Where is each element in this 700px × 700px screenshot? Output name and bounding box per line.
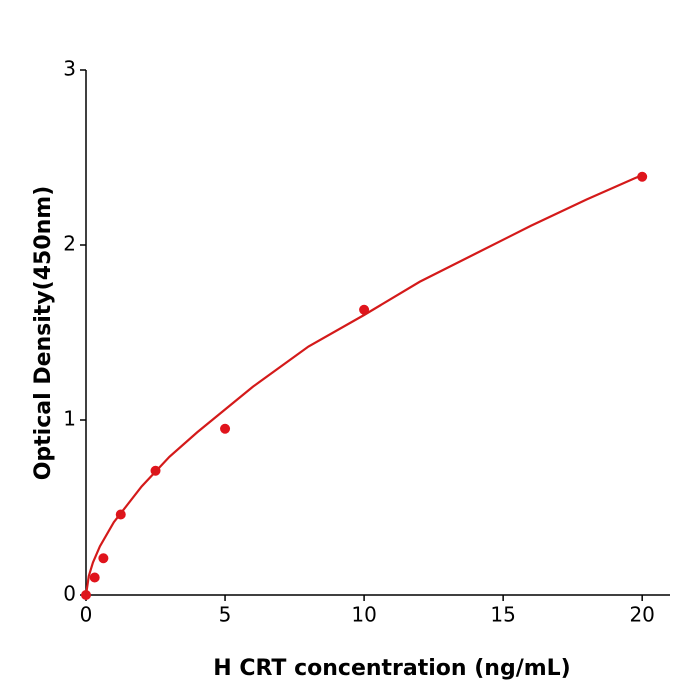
data-point	[637, 171, 648, 182]
fit-curve	[84, 173, 643, 596]
x-tick-label: 15	[490, 603, 515, 627]
x-tick-label: 10	[351, 603, 376, 627]
x-tick-label: 5	[219, 603, 232, 627]
data-point	[98, 553, 109, 564]
y-tick-label: 2	[63, 232, 76, 256]
y-tick-label: 3	[63, 57, 76, 81]
y-tick-label: 0	[63, 582, 76, 606]
data-point	[89, 572, 100, 583]
y-axis-title: Optical Density(450nm)	[31, 186, 56, 481]
y-tick-label: 1	[63, 407, 76, 431]
x-tick-label: 20	[629, 603, 654, 627]
data-point	[220, 423, 231, 434]
x-axis-title: H CRT concentration (ng/mL)	[213, 656, 570, 681]
x-tick-label: 0	[80, 603, 93, 627]
